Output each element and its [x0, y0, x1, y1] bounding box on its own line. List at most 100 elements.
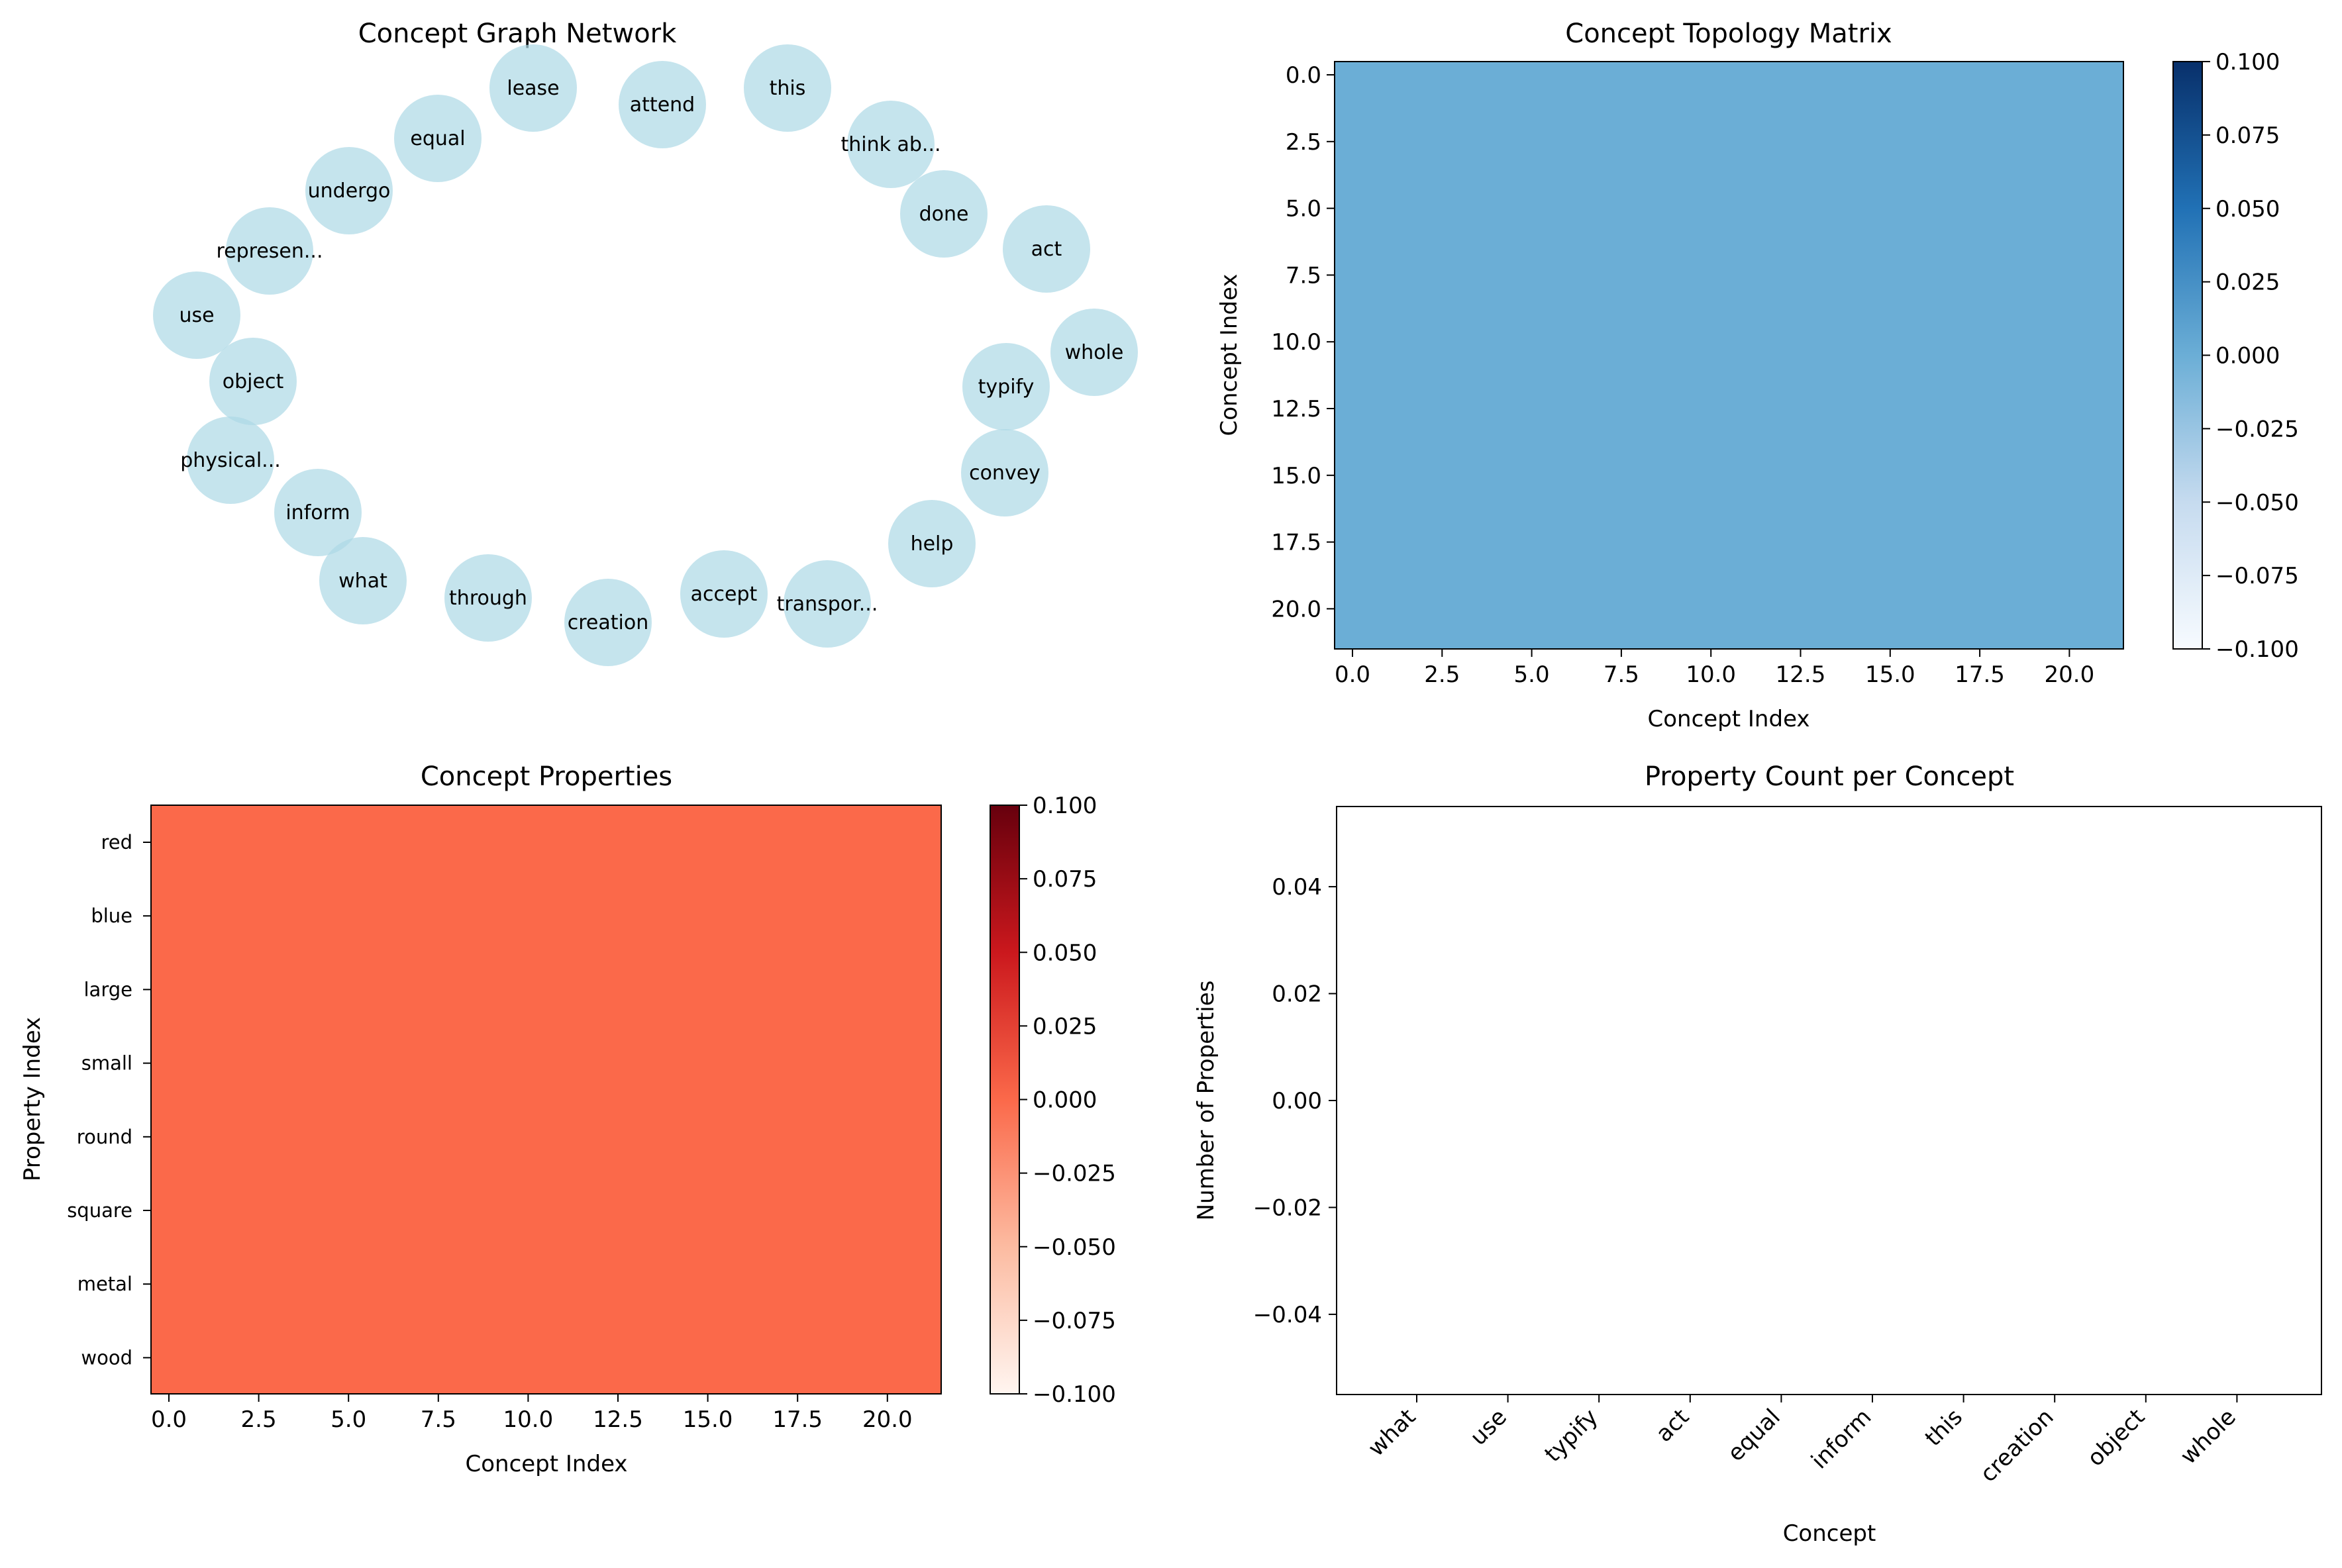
network-node: lease [489, 44, 577, 132]
colorbar-tick-label: −0.075 [2215, 563, 2299, 589]
x-tick-label: whole [2175, 1404, 2241, 1469]
y-tick-label: 10.0 [1271, 329, 1321, 356]
x-tick-label: 0.0 [151, 1406, 187, 1433]
x-tick-label: this [1920, 1404, 1968, 1451]
network-title: Concept Graph Network [358, 19, 677, 49]
network-node: accept [680, 550, 768, 638]
network-node-circle [784, 560, 871, 648]
colorbar-tick-label: −0.025 [2215, 416, 2299, 442]
x-tick-label: act [1651, 1404, 1695, 1447]
y-tick-label: −0.04 [1253, 1302, 1322, 1328]
network-node-circle [394, 95, 482, 182]
network-node-circle [961, 429, 1048, 516]
y-tick-label: 7.5 [1286, 262, 1321, 289]
colorbar-tick-label: 0.025 [2215, 270, 2280, 296]
y-tick-label: 0.0 [1286, 62, 1321, 89]
network-node-circle [226, 207, 313, 295]
y-tick-label: 20.0 [1271, 596, 1321, 622]
network-node-circle [1003, 205, 1090, 293]
y-tick-label: 15.0 [1271, 463, 1321, 489]
x-tick-label: 10.0 [1686, 662, 1736, 688]
topology-x-ticks: 0.0 2.5 5.0 7.5 10.0 12.5 15.0 17.5 20.0 [1335, 649, 2094, 688]
y-tick-label: −0.02 [1253, 1195, 1322, 1221]
bar-ylabel: Number of Properties [1193, 981, 1219, 1221]
network-node: think ab... [840, 101, 941, 188]
properties-y-ticks: red blue large small round square metal wood [67, 831, 151, 1369]
colorbar-tick-label: −0.050 [1033, 1234, 1116, 1261]
network-nodes: lease attend this equal think ab... undergo do… [153, 44, 1138, 666]
network-node: creation [564, 579, 652, 666]
x-tick-label: equal [1723, 1404, 1786, 1467]
x-tick-label: 10.0 [503, 1406, 554, 1433]
network-node-label: through [449, 587, 527, 610]
x-tick-label: inform [1806, 1404, 1876, 1474]
network-node-circle [900, 170, 988, 258]
topology-title: Concept Topology Matrix [1565, 19, 1892, 49]
network-node-circle [962, 343, 1050, 430]
x-tick-label: 2.5 [1424, 662, 1460, 688]
topology-panel: Concept Topology Matrix 0.0 2.5 5.0 7.5 10.0… [1216, 19, 2299, 732]
colorbar-gradient [990, 805, 1020, 1395]
x-tick-label: 15.0 [1865, 662, 1915, 688]
network-node: done [900, 170, 988, 258]
network-node-circle [209, 338, 297, 425]
y-tick-label: red [101, 831, 132, 854]
colorbar-tick-label: −0.050 [2215, 489, 2299, 516]
y-tick-label: metal [77, 1273, 132, 1295]
network-node: this [744, 44, 831, 132]
network-node: undergo [305, 147, 393, 234]
x-tick-label: 17.5 [1955, 662, 2005, 688]
network-node-label: think ab... [840, 133, 941, 156]
x-tick-label: creation [1975, 1404, 2059, 1487]
bar-y-ticks: 0.04 0.02 0.00 −0.02 −0.04 [1253, 874, 1337, 1328]
network-node-label: creation [568, 611, 648, 634]
properties-panel: Concept Properties 0.0 2.5 5.0 7.5 10.0 12.5 1… [19, 761, 1116, 1477]
network-node-circle [319, 537, 407, 624]
network-node: whole [1050, 309, 1138, 396]
y-tick-label: blue [91, 905, 132, 927]
network-node: inform [274, 469, 362, 556]
network-node-label: typify [978, 375, 1035, 399]
colorbar-tick-label: 0.050 [1033, 940, 1097, 966]
x-tick-label: 17.5 [772, 1406, 823, 1433]
y-tick-label: 17.5 [1271, 530, 1321, 556]
x-tick-label: typify [1539, 1404, 1603, 1467]
network-node: what [319, 537, 407, 624]
network-node-label: attend [630, 93, 695, 117]
network-node-label: use [179, 304, 214, 327]
network-node-label: what [338, 569, 387, 593]
network-node: represen... [216, 207, 323, 295]
network-node: convey [961, 429, 1048, 516]
network-node-label: lease [507, 77, 559, 100]
network-node-circle [888, 500, 976, 587]
bar-title: Property Count per Concept [1645, 761, 2014, 792]
network-node-label: convey [969, 462, 1041, 485]
network-node-circle [274, 469, 362, 556]
y-tick-label: square [67, 1199, 132, 1222]
colorbar-tick-label: −0.100 [1033, 1381, 1116, 1408]
network-node: help [888, 500, 976, 587]
network-node-label: accept [691, 583, 758, 606]
x-tick-label: 20.0 [2045, 662, 2095, 688]
network-node-circle [619, 61, 706, 148]
properties-colorbar: 0.100 0.075 0.050 0.025 0.000 −0.025 −0.050 −0.… [990, 793, 1116, 1408]
network-node-label: act [1031, 238, 1062, 261]
colorbar-tick-label: 0.100 [2215, 49, 2280, 75]
x-tick-label: 2.5 [241, 1406, 277, 1433]
colorbar-tick-label: −0.075 [1033, 1308, 1116, 1334]
y-tick-label: wood [81, 1346, 132, 1369]
y-tick-label: 2.5 [1286, 129, 1321, 156]
x-tick-label: 12.5 [593, 1406, 643, 1433]
network-node: attend [619, 61, 706, 148]
bar-x-ticks: what use typify act equal inform this creation o… [1363, 1395, 2241, 1488]
network-node-circle [847, 101, 935, 188]
bar-plot-area [1336, 806, 2322, 1395]
network-node-label: done [919, 203, 969, 226]
x-tick-label: 0.0 [1335, 662, 1370, 688]
topology-colorbar: 0.100 0.075 0.050 0.025 0.000 −0.025 −0.050 −0.… [2172, 49, 2299, 663]
network-node: use [153, 271, 240, 359]
x-tick-label: 20.0 [862, 1406, 913, 1433]
network-node-label: undergo [308, 179, 391, 203]
colorbar-tick-label: 0.025 [1033, 1013, 1097, 1040]
topology-xlabel: Concept Index [1647, 706, 1809, 732]
